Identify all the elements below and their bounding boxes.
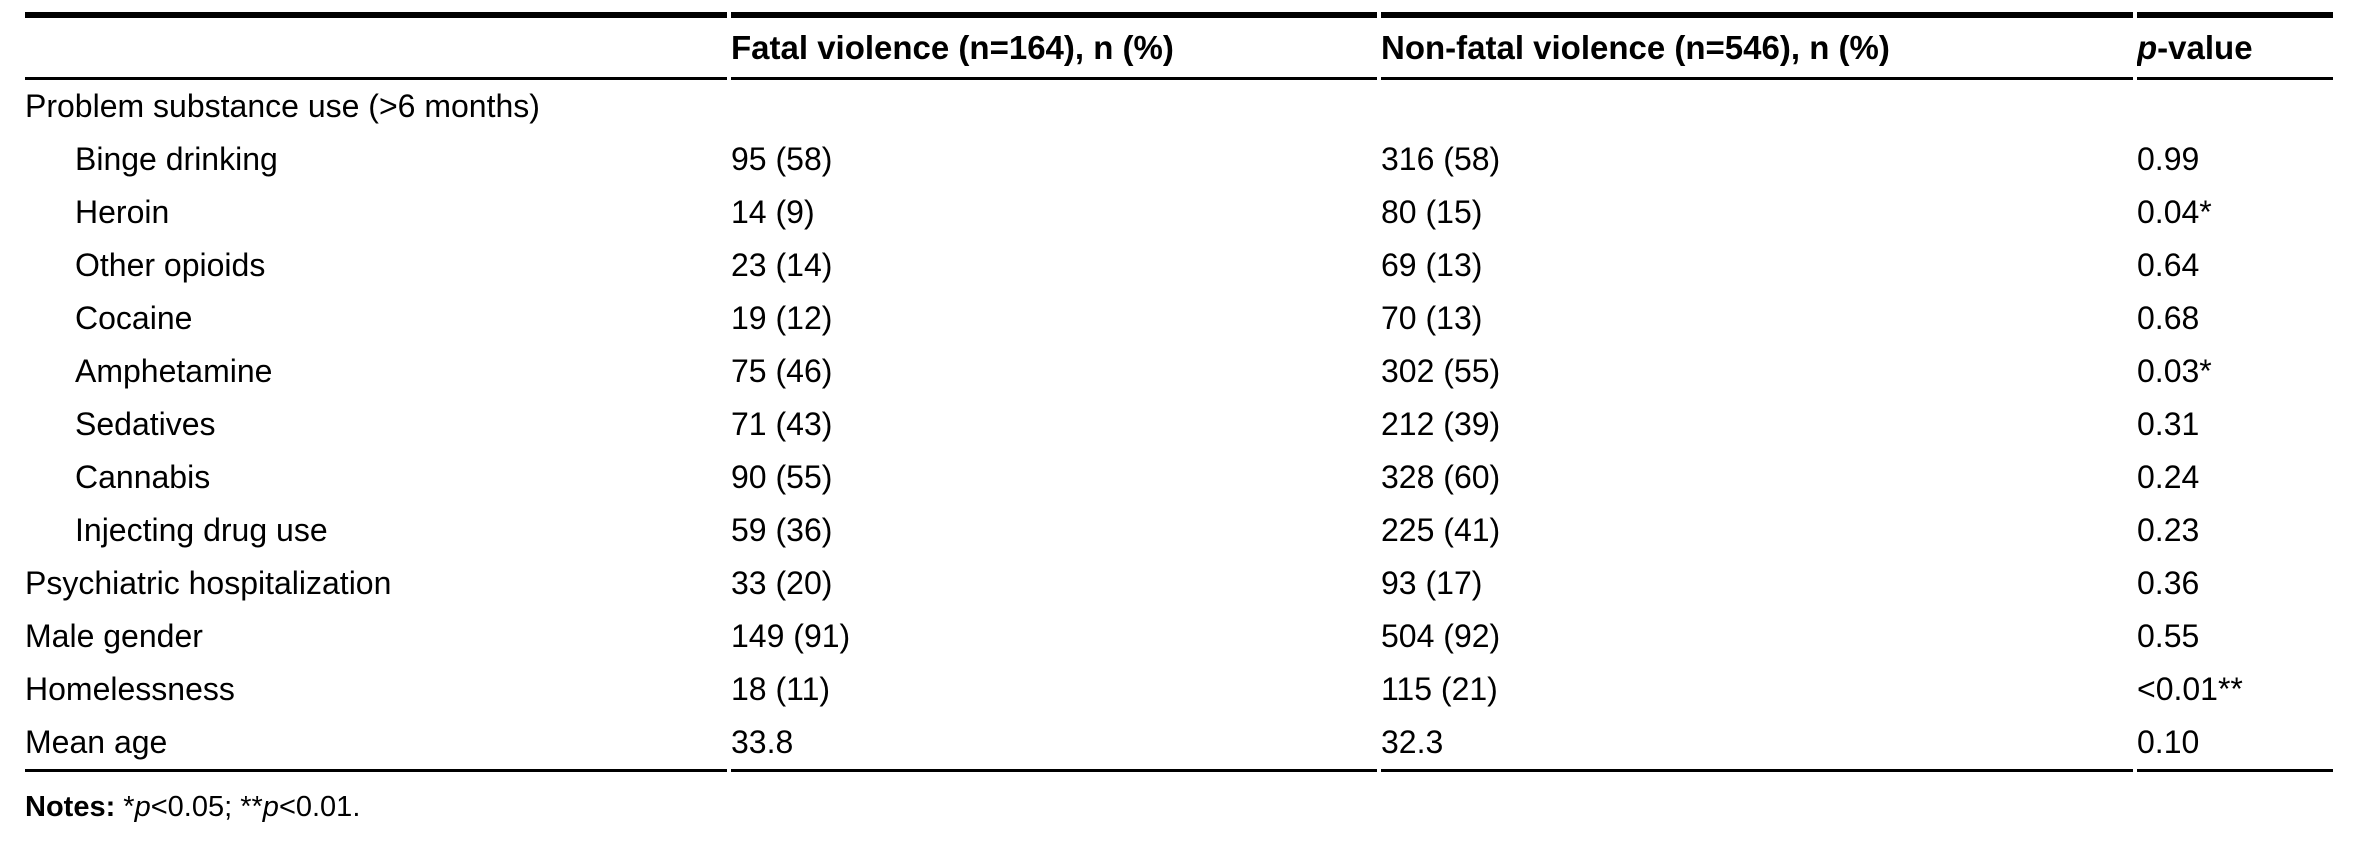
row-nonfatal-value-cell: 212 (39): [1381, 406, 1501, 442]
table-row: Psychiatric hospitalization 33 (20) 93 (…: [25, 557, 2333, 610]
table-header: Fatal violence (n=164), n (%) Non-fatal …: [25, 12, 2333, 80]
row-label-cell: Mean age: [25, 716, 727, 772]
row-nonfatal-value-cell: 302 (55): [1381, 353, 1501, 389]
table-row: Heroin 14 (9) 80 (15) 0.04*: [25, 186, 2333, 239]
row-fatal-value-cell: [731, 80, 1377, 133]
row-fatal-value-cell: 59 (36): [731, 512, 833, 548]
violence-comparison-table: Fatal violence (n=164), n (%) Non-fatal …: [21, 12, 2337, 772]
row-label-cell: Psychiatric hospitalization: [25, 565, 392, 601]
row-fatal-value-cell: 19 (12): [731, 300, 833, 336]
row-label-cell: Binge drinking: [75, 141, 278, 177]
table-row: Homelessness 18 (11) 115 (21) <0.01**: [25, 663, 2333, 716]
row-p-value-cell: 0.10: [2137, 716, 2333, 772]
row-label-cell: Homelessness: [25, 671, 235, 707]
row-label-cell: Other opioids: [75, 247, 266, 283]
row-p-value-cell: 0.23: [2137, 512, 2200, 548]
table-row: Male gender 149 (91) 504 (92) 0.55: [25, 610, 2333, 663]
p-value-rest: -value: [2157, 28, 2253, 66]
row-nonfatal-value-cell: 504 (92): [1381, 618, 1501, 654]
p-value-italic-p: p: [2137, 28, 2158, 66]
table-row: Sedatives 71 (43) 212 (39) 0.31: [25, 398, 2333, 451]
row-p-value-cell: 0.55: [2137, 618, 2200, 654]
table-row: Problem substance use (>6 months): [25, 80, 2333, 133]
row-nonfatal-value-cell: 225 (41): [1381, 512, 1501, 548]
row-p-value-cell: 0.36: [2137, 565, 2200, 601]
row-nonfatal-value-cell: 32.3: [1381, 716, 2133, 772]
row-p-value-cell: 0.64: [2137, 247, 2200, 283]
notes-segment-3: <0.01.: [278, 791, 361, 823]
row-label-cell: Sedatives: [75, 406, 216, 442]
row-fatal-value-cell: 33.8: [731, 716, 1377, 772]
row-nonfatal-value-cell: 316 (58): [1381, 141, 1501, 177]
header-fatal-violence: Fatal violence (n=164), n (%): [731, 12, 1377, 80]
row-label-cell: Amphetamine: [75, 353, 273, 389]
row-fatal-value-cell: 23 (14): [731, 247, 833, 283]
table-row: Cannabis 90 (55) 328 (60) 0.24: [25, 451, 2333, 504]
row-nonfatal-value-cell: 93 (17): [1381, 565, 1483, 601]
row-nonfatal-value-cell: 80 (15): [1381, 194, 1483, 230]
table-row: Cocaine 19 (12) 70 (13) 0.68: [25, 292, 2333, 345]
row-label-cell: Male gender: [25, 618, 203, 654]
row-p-value-cell: 0.68: [2137, 300, 2200, 336]
row-p-value-cell: 0.03*: [2137, 353, 2212, 389]
table-body: Problem substance use (>6 months) Binge …: [25, 80, 2333, 772]
notes-segment-1: *: [115, 791, 135, 823]
table-row: Binge drinking 95 (58) 316 (58) 0.99: [25, 133, 2333, 186]
row-fatal-value-cell: 75 (46): [731, 353, 833, 389]
row-fatal-value-cell: 95 (58): [731, 141, 833, 177]
table-row: Mean age 33.8 32.3 0.10: [25, 716, 2333, 772]
row-label-cell: Heroin: [75, 194, 170, 230]
row-fatal-value-cell: 90 (55): [731, 459, 833, 495]
table-notes: Notes: *p<0.05; **p<0.01.: [25, 790, 2361, 824]
row-p-value-cell: <0.01**: [2137, 671, 2243, 707]
row-p-value-cell: 0.24: [2137, 459, 2200, 495]
row-fatal-value-cell: 14 (9): [731, 194, 815, 230]
row-label-cell: Problem substance use (>6 months): [25, 88, 540, 124]
notes-segment-2: <0.05; **: [150, 791, 263, 823]
notes-italic-p-2: p: [262, 791, 279, 823]
row-nonfatal-value-cell: 70 (13): [1381, 300, 1483, 336]
header-p-value: p-value: [2137, 12, 2333, 80]
row-label-cell: Injecting drug use: [75, 512, 328, 548]
header-row: Fatal violence (n=164), n (%) Non-fatal …: [25, 12, 2333, 80]
table-row: Injecting drug use 59 (36) 225 (41) 0.23: [25, 504, 2333, 557]
row-nonfatal-value-cell: 328 (60): [1381, 459, 1501, 495]
row-nonfatal-value-cell: 115 (21): [1381, 671, 1498, 707]
row-nonfatal-value-cell: [1381, 80, 2133, 133]
row-fatal-value-cell: 149 (91): [731, 618, 851, 654]
row-fatal-value-cell: 33 (20): [731, 565, 833, 601]
row-p-value-cell: 0.31: [2137, 406, 2200, 442]
header-empty-cell: [25, 12, 727, 80]
row-p-value-cell: 0.99: [2137, 141, 2200, 177]
row-label-cell: Cocaine: [75, 300, 193, 336]
table-row: Amphetamine 75 (46) 302 (55) 0.03*: [25, 345, 2333, 398]
row-label-cell: Cannabis: [75, 459, 211, 495]
notes-label: Notes:: [25, 791, 116, 823]
table-row: Other opioids 23 (14) 69 (13) 0.64: [25, 239, 2333, 292]
row-nonfatal-value-cell: 69 (13): [1381, 247, 1483, 283]
row-fatal-value-cell: 18 (11): [731, 671, 831, 707]
header-nonfatal-violence: Non-fatal violence (n=546), n (%): [1381, 12, 2133, 80]
row-fatal-value-cell: 71 (43): [731, 406, 833, 442]
row-p-value-cell: 0.04*: [2137, 194, 2212, 230]
notes-italic-p-1: p: [134, 791, 151, 823]
row-p-value-cell: [2137, 80, 2333, 133]
